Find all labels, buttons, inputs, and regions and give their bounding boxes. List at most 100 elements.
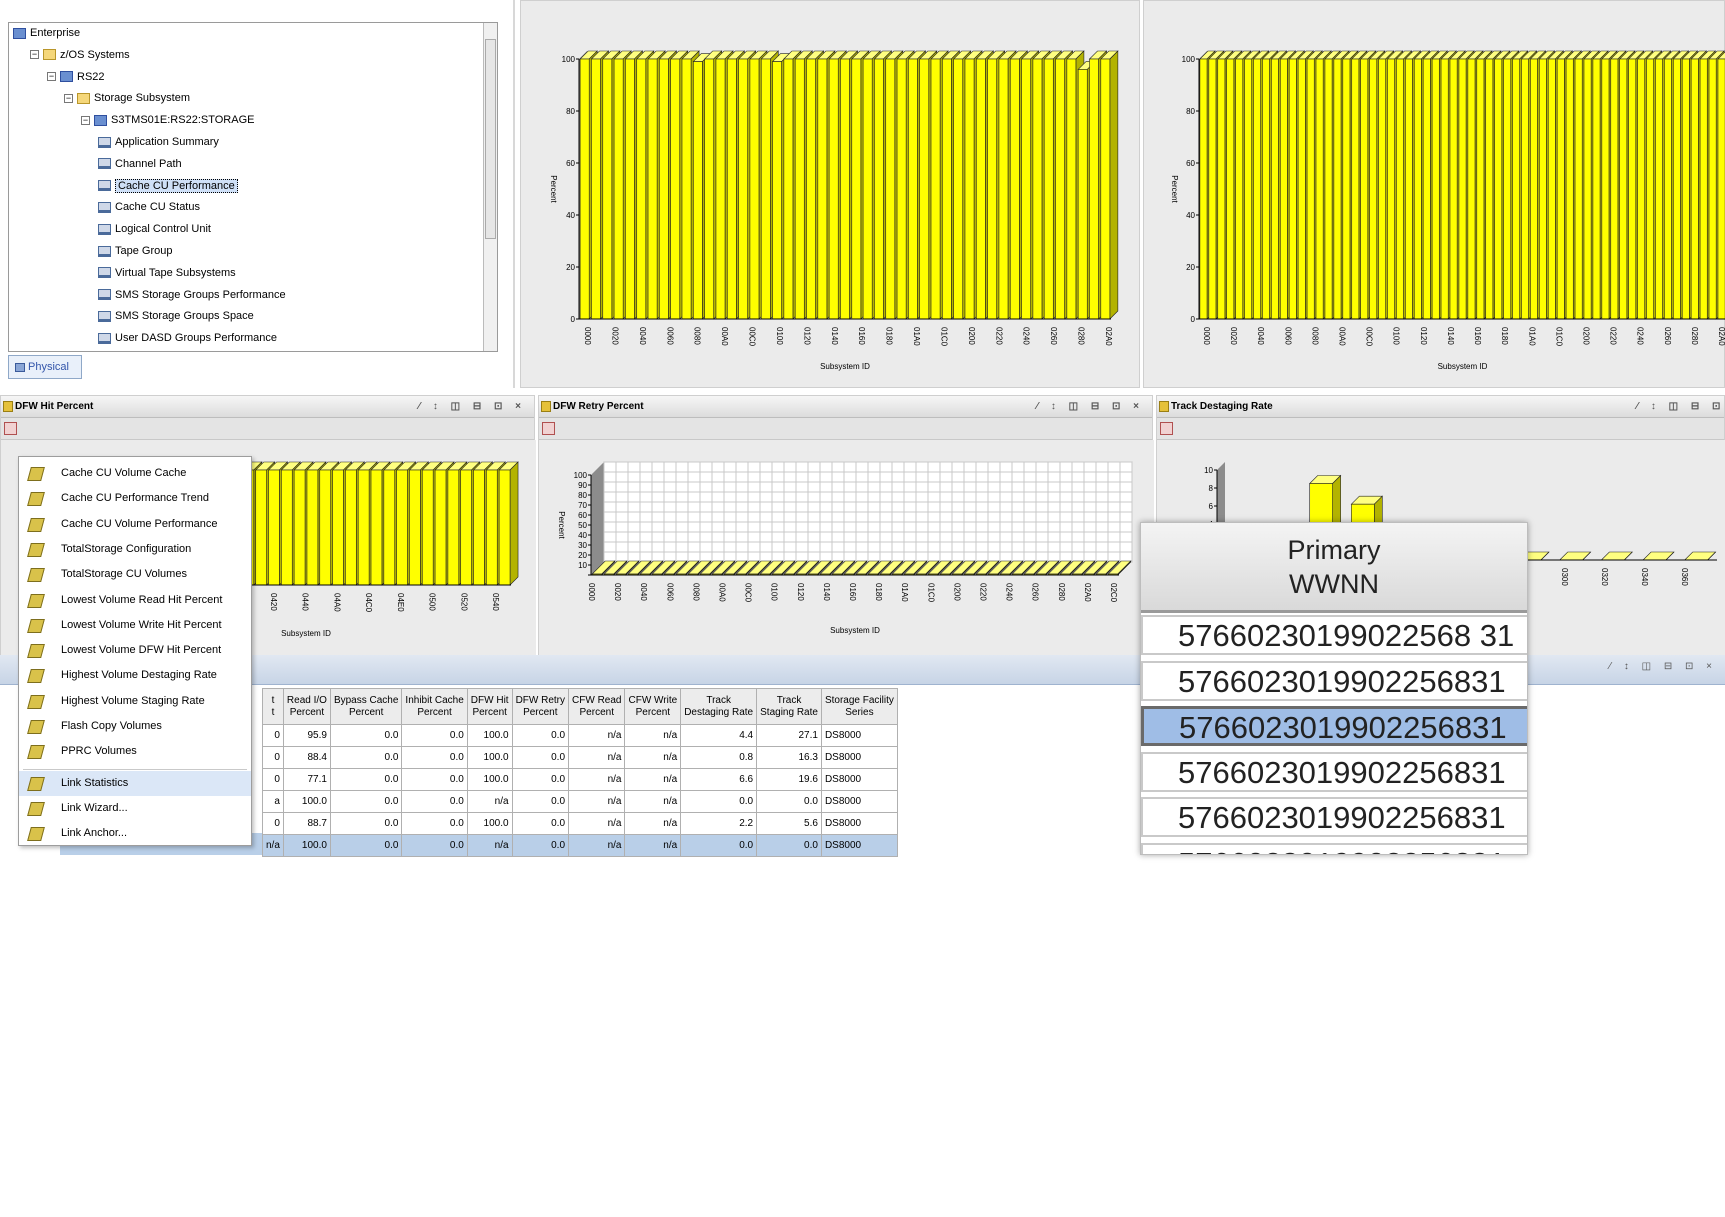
tab-physical[interactable]: Physical [8, 355, 82, 379]
table-cell: n/a [568, 834, 626, 857]
table-cell: 0 [262, 768, 284, 791]
column-header[interactable]: CFW Read Percent [568, 688, 626, 725]
menu-item-totalstorage-configuration[interactable]: TotalStorage Configuration [19, 537, 251, 562]
menu-item-flash-copy-volumes[interactable]: Flash Copy Volumes [19, 714, 251, 739]
bar [851, 58, 862, 320]
column-header[interactable]: DFW Retry Percent [511, 688, 570, 725]
menu-item-link-statistics[interactable]: Link Statistics [19, 770, 251, 796]
bar [1583, 58, 1592, 320]
tree-item[interactable]: SMS Storage Groups Performance [98, 285, 286, 305]
tree-collapse-icon[interactable]: − [64, 92, 73, 103]
column-header[interactable]: Inhibit Cache Percent [401, 688, 468, 725]
menu-item-cache-cu-volume-cache[interactable]: Cache CU Volume Cache [19, 461, 251, 486]
bar [794, 58, 805, 320]
tree-item[interactable]: − RS22 [47, 67, 105, 87]
properties-icon[interactable] [542, 422, 555, 435]
menu-item-totalstorage-cu-volumes[interactable]: TotalStorage CU Volumes [19, 562, 251, 587]
bar [1458, 58, 1467, 320]
tree-item[interactable]: Cache CU Performance [98, 176, 238, 196]
table-row[interactable]: 0 88.7 0.0 0.0 100.0 0.0 n/a n/a 2.2 5.6 DS8000 [262, 812, 898, 835]
primary-wwnn-cell[interactable]: 5766023019902256831 [1141, 842, 1527, 854]
menu-item-label: Link Wizard... [61, 801, 128, 814]
tree-collapse-icon[interactable]: − [81, 114, 90, 125]
tree-item[interactable]: Logical Control Unit [98, 219, 211, 239]
tree-item[interactable]: − S3TMS01E:RS22:STORAGE [81, 110, 254, 130]
menu-item-link-anchor[interactable]: Link Anchor... [19, 821, 251, 846]
menu-item-highest-volume-destaging-rate[interactable]: Highest Volume Destaging Rate [19, 663, 251, 688]
tree-item[interactable]: User DASD Groups Performance [98, 328, 277, 348]
link-icon [27, 827, 45, 842]
table-row[interactable]: 0 77.1 0.0 0.0 100.0 0.0 n/a n/a 6.6 19.6 DS8000 [262, 768, 898, 791]
x-tick-label: 0240 [1005, 583, 1014, 601]
column-header[interactable]: Storage Facility Series [820, 688, 898, 725]
enterprise-icon [13, 27, 26, 39]
tree-item[interactable]: Cache CU Status [98, 197, 200, 217]
table-cell: 0.0 [680, 790, 758, 813]
menu-item-lowest-volume-dfw-hit-percent[interactable]: Lowest Volume DFW Hit Percent [19, 638, 251, 663]
window-controls[interactable]: ⁄ ↕ ◫ ⊟ ⊡ × [1609, 661, 1717, 672]
column-header[interactable]: Read I/O Percent [282, 688, 331, 725]
tree-item-label: Storage Subsystem [94, 92, 190, 105]
window-controls[interactable]: ⁄ ↕ ◫ ⊟ ⊡ × [1036, 401, 1144, 412]
column-header-label: t [271, 706, 275, 718]
tree-item[interactable]: Application Summary [98, 132, 219, 152]
bar [1262, 58, 1270, 320]
menu-item-cache-cu-performance-trend[interactable]: Cache CU Performance Trend [19, 486, 251, 511]
bar [1032, 58, 1043, 320]
primary-wwnn-cell[interactable]: 5766023019902256831 [1141, 706, 1527, 746]
properties-icon[interactable] [1160, 422, 1173, 435]
tree-item[interactable]: Virtual Tape Subsystems [98, 263, 236, 283]
properties-icon[interactable] [4, 422, 17, 435]
primary-wwnn-cell[interactable]: 5766023019902256831 [1141, 660, 1527, 701]
table-row[interactable]: a 100.0 0.0 0.0 n/a 0.0 n/a n/a 0.0 0.0 DS8000 [262, 790, 898, 813]
bar [1306, 58, 1315, 320]
tree-item[interactable]: Tape Group [98, 241, 172, 261]
tree-item-label: Cache CU Performance [115, 178, 238, 193]
column-header[interactable]: CFW Write Percent [624, 688, 682, 725]
table-row[interactable]: 0 95.9 0.0 0.0 100.0 0.0 n/a n/a 4.4 27.1 DS8000 [262, 724, 898, 747]
tree-item[interactable]: Channel Path [98, 154, 182, 174]
tree-item-label: S3TMS01E:RS22:STORAGE [111, 114, 255, 127]
link-icon [27, 467, 45, 481]
bar [1699, 58, 1708, 320]
menu-item-pprc-volumes[interactable]: PPRC Volumes [19, 739, 251, 764]
menu-item-lowest-volume-read-hit-percent[interactable]: Lowest Volume Read Hit Percent [19, 588, 251, 613]
column-header[interactable]: DFW Hit Percent [466, 688, 513, 725]
bar [1628, 58, 1637, 320]
tree-item-label: Channel Path [115, 157, 182, 170]
menu-item-highest-volume-staging-rate[interactable]: Highest Volume Staging Rate [19, 689, 251, 714]
x-tick-label: 0100 [770, 583, 779, 601]
x-tick-label: 00A0 [718, 583, 727, 602]
column-header[interactable]: Bypass Cache Percent [329, 688, 403, 725]
table-cell: n/a [568, 746, 626, 769]
tree-scrollbar-thumb[interactable] [485, 39, 496, 239]
primary-wwnn-cell[interactable]: 5766023019902256831 [1141, 797, 1527, 837]
bar [817, 58, 828, 320]
tree-item[interactable]: − z/OS Systems [30, 45, 130, 65]
bar [749, 58, 760, 320]
table-cell: n/a [624, 768, 682, 791]
window-controls[interactable]: ⁄ ↕ ◫ ⊟ ⊡ × [418, 401, 526, 412]
menu-item-cache-cu-volume-performance[interactable]: Cache CU Volume Performance [19, 512, 251, 537]
primary-wwnn-cell[interactable]: 57660230199022568 31 [1141, 615, 1527, 655]
tree-scrollbar[interactable] [483, 23, 497, 351]
window-controls[interactable]: ⁄ ↕ ◫ ⊟ ⊡ × [1636, 401, 1725, 412]
tree-item[interactable]: SMS Storage Groups Space [98, 306, 254, 326]
menu-item-lowest-volume-write-hit-percent[interactable]: Lowest Volume Write Hit Percent [19, 613, 251, 638]
bar [1431, 58, 1440, 320]
table-cell: n/a [624, 790, 682, 813]
table-row[interactable]: 0 88.4 0.0 0.0 100.0 0.0 n/a n/a 0.8 16.3 DS8000 [262, 746, 898, 769]
menu-item-label: Lowest Volume Write Hit Percent [61, 618, 222, 631]
primary-wwnn-cell[interactable]: 5766023019902256831 [1141, 751, 1527, 792]
column-header[interactable]: Track Destaging Rate [680, 688, 758, 725]
table-row[interactable]: n/a 100.0 0.0 0.0 n/a 0.0 n/a n/a 0.0 0.0 DS8000 [262, 834, 898, 857]
tree-collapse-icon[interactable]: − [30, 49, 39, 60]
tree-item[interactable]: Enterprise [13, 23, 80, 43]
tree-collapse-icon[interactable]: − [47, 71, 56, 82]
tree-item[interactable]: − Storage Subsystem [64, 88, 190, 108]
x-tick-label: 01A0 [900, 583, 909, 602]
menu-item-link-wizard[interactable]: Link Wizard... [19, 796, 251, 821]
table-cell: 0 [262, 746, 284, 769]
column-header[interactable]: Track Staging Rate [756, 688, 822, 725]
